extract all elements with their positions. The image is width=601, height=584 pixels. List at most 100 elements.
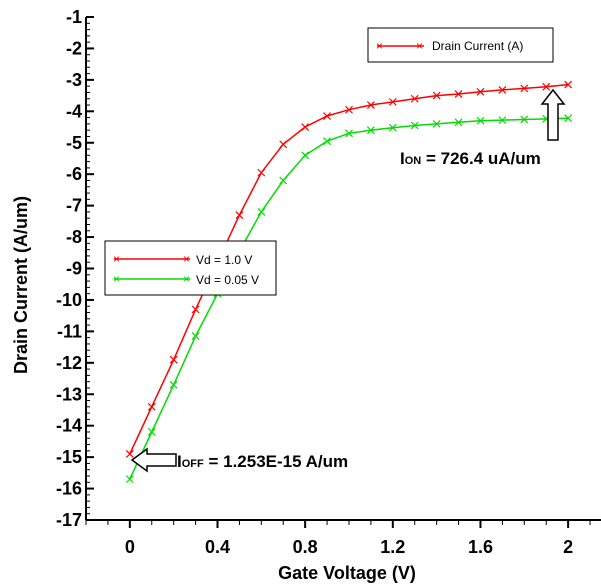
y-tick-label: -6	[66, 164, 82, 184]
series-legend-label-2: Vd = 0.05 V	[196, 273, 259, 287]
ion-label: ION = 726.4 uA/um	[400, 149, 541, 168]
data-point-stroke	[432, 119, 441, 128]
data-point	[542, 82, 551, 91]
y-tick-label: -12	[56, 353, 82, 373]
data-point-stroke	[323, 137, 331, 146]
x-tick-label: 1.6	[468, 537, 493, 557]
data-point	[345, 105, 353, 114]
data-point	[169, 380, 178, 389]
data-point	[410, 121, 419, 130]
series-legend-marker: ×	[113, 272, 120, 286]
data-point-stroke	[125, 475, 134, 484]
ion-label-main: I	[400, 149, 405, 168]
series-legend-marker: ×	[183, 272, 190, 286]
y-tick-label: -16	[56, 479, 82, 499]
data-point	[323, 137, 331, 146]
data-point	[520, 115, 529, 124]
data-point	[410, 94, 419, 103]
plot-legend-marker: ×	[376, 39, 383, 53]
data-point-stroke	[520, 84, 529, 93]
y-tick-label: -7	[66, 196, 82, 216]
series-legend-marker: ×	[183, 252, 190, 266]
y-tick-label: -1	[66, 7, 82, 27]
plot-legend: × × Drain Current (A)	[367, 27, 554, 63]
x-tick-label: 2	[563, 537, 573, 557]
data-point	[476, 116, 485, 125]
data-point-stroke	[257, 168, 266, 177]
y-tick-label: -5	[66, 133, 82, 153]
data-point-stroke	[454, 90, 463, 98]
data-point	[147, 428, 156, 436]
y-tick-label: -2	[66, 38, 82, 58]
data-point	[257, 207, 266, 216]
x-tick-label: 0	[125, 537, 135, 557]
data-point-stroke	[191, 305, 200, 314]
data-point	[257, 168, 266, 177]
data-point	[476, 87, 485, 96]
series-legend-box	[104, 240, 277, 296]
data-point	[169, 355, 178, 364]
data-point	[191, 332, 200, 341]
series-legend-label-1: Vd = 1.0 V	[196, 253, 252, 267]
ion-label-sub: ON	[405, 155, 422, 167]
data-point	[432, 91, 441, 100]
y-tick-label: -8	[66, 227, 82, 247]
y-tick-label: -3	[66, 70, 82, 90]
ioff-label-main: I	[177, 452, 182, 471]
data-point	[498, 86, 507, 94]
y-tick-label: -13	[56, 384, 82, 404]
series-legend: × × Vd = 1.0 V × × Vd = 0.05 V	[104, 240, 277, 296]
data-point-stroke	[301, 151, 310, 160]
data-point	[235, 211, 244, 219]
data-point-stroke	[388, 123, 397, 132]
data-point-stroke	[542, 82, 551, 91]
plot-legend-label: Drain Current (A)	[432, 39, 523, 53]
data-point-stroke	[125, 450, 134, 458]
data-point	[564, 80, 573, 89]
data-point-stroke	[454, 118, 463, 127]
up-arrow-icon	[540, 88, 566, 141]
data-point	[454, 90, 463, 98]
y-tick-label: -14	[56, 416, 82, 436]
data-point	[301, 123, 310, 131]
data-point	[323, 112, 331, 120]
data-point	[125, 475, 134, 484]
data-point-stroke	[366, 101, 375, 109]
data-point-stroke	[147, 428, 156, 436]
data-point-stroke	[432, 91, 441, 100]
data-point	[279, 176, 288, 185]
data-point-stroke	[498, 116, 507, 125]
data-point	[125, 450, 134, 458]
ioff-label-sub: OFF	[182, 458, 204, 470]
axes-layer: -1 -2 -3 -4 -5 -6 -7 -8 -9 -10 -11 -12 -13 -14 -15 -16 -…	[56, 7, 601, 557]
data-point-stroke	[147, 402, 156, 411]
data-point-stroke	[476, 87, 485, 96]
data-point	[366, 101, 375, 109]
series-legend-marker: ×	[113, 252, 120, 266]
data-point-stroke	[345, 129, 353, 138]
data-point-stroke	[279, 140, 288, 149]
data-point-stroke	[388, 97, 397, 106]
data-point-stroke	[169, 380, 178, 389]
data-point-stroke	[235, 211, 244, 219]
data-point-stroke	[191, 332, 200, 341]
y-tick-label: -4	[66, 101, 82, 121]
data-point	[432, 119, 441, 128]
data-point-stroke	[564, 80, 573, 89]
ion-annotation: ION = 726.4 uA/um	[400, 88, 566, 168]
data-point	[498, 116, 507, 125]
data-point-stroke	[564, 114, 573, 123]
y-axis-title: Drain Current (A/um)	[11, 196, 31, 374]
data-point-stroke	[323, 112, 331, 120]
data-point-stroke	[476, 116, 485, 125]
data-point-stroke	[410, 121, 419, 130]
data-point	[520, 84, 529, 93]
y-tick-label: -15	[56, 447, 82, 467]
ioff-label: IOFF = 1.253E-15 A/um	[177, 452, 348, 471]
data-point	[388, 97, 397, 106]
data-point	[345, 129, 353, 138]
data-point	[147, 402, 156, 411]
left-arrow-icon	[130, 447, 177, 473]
x-tick-label: 1.2	[380, 537, 405, 557]
